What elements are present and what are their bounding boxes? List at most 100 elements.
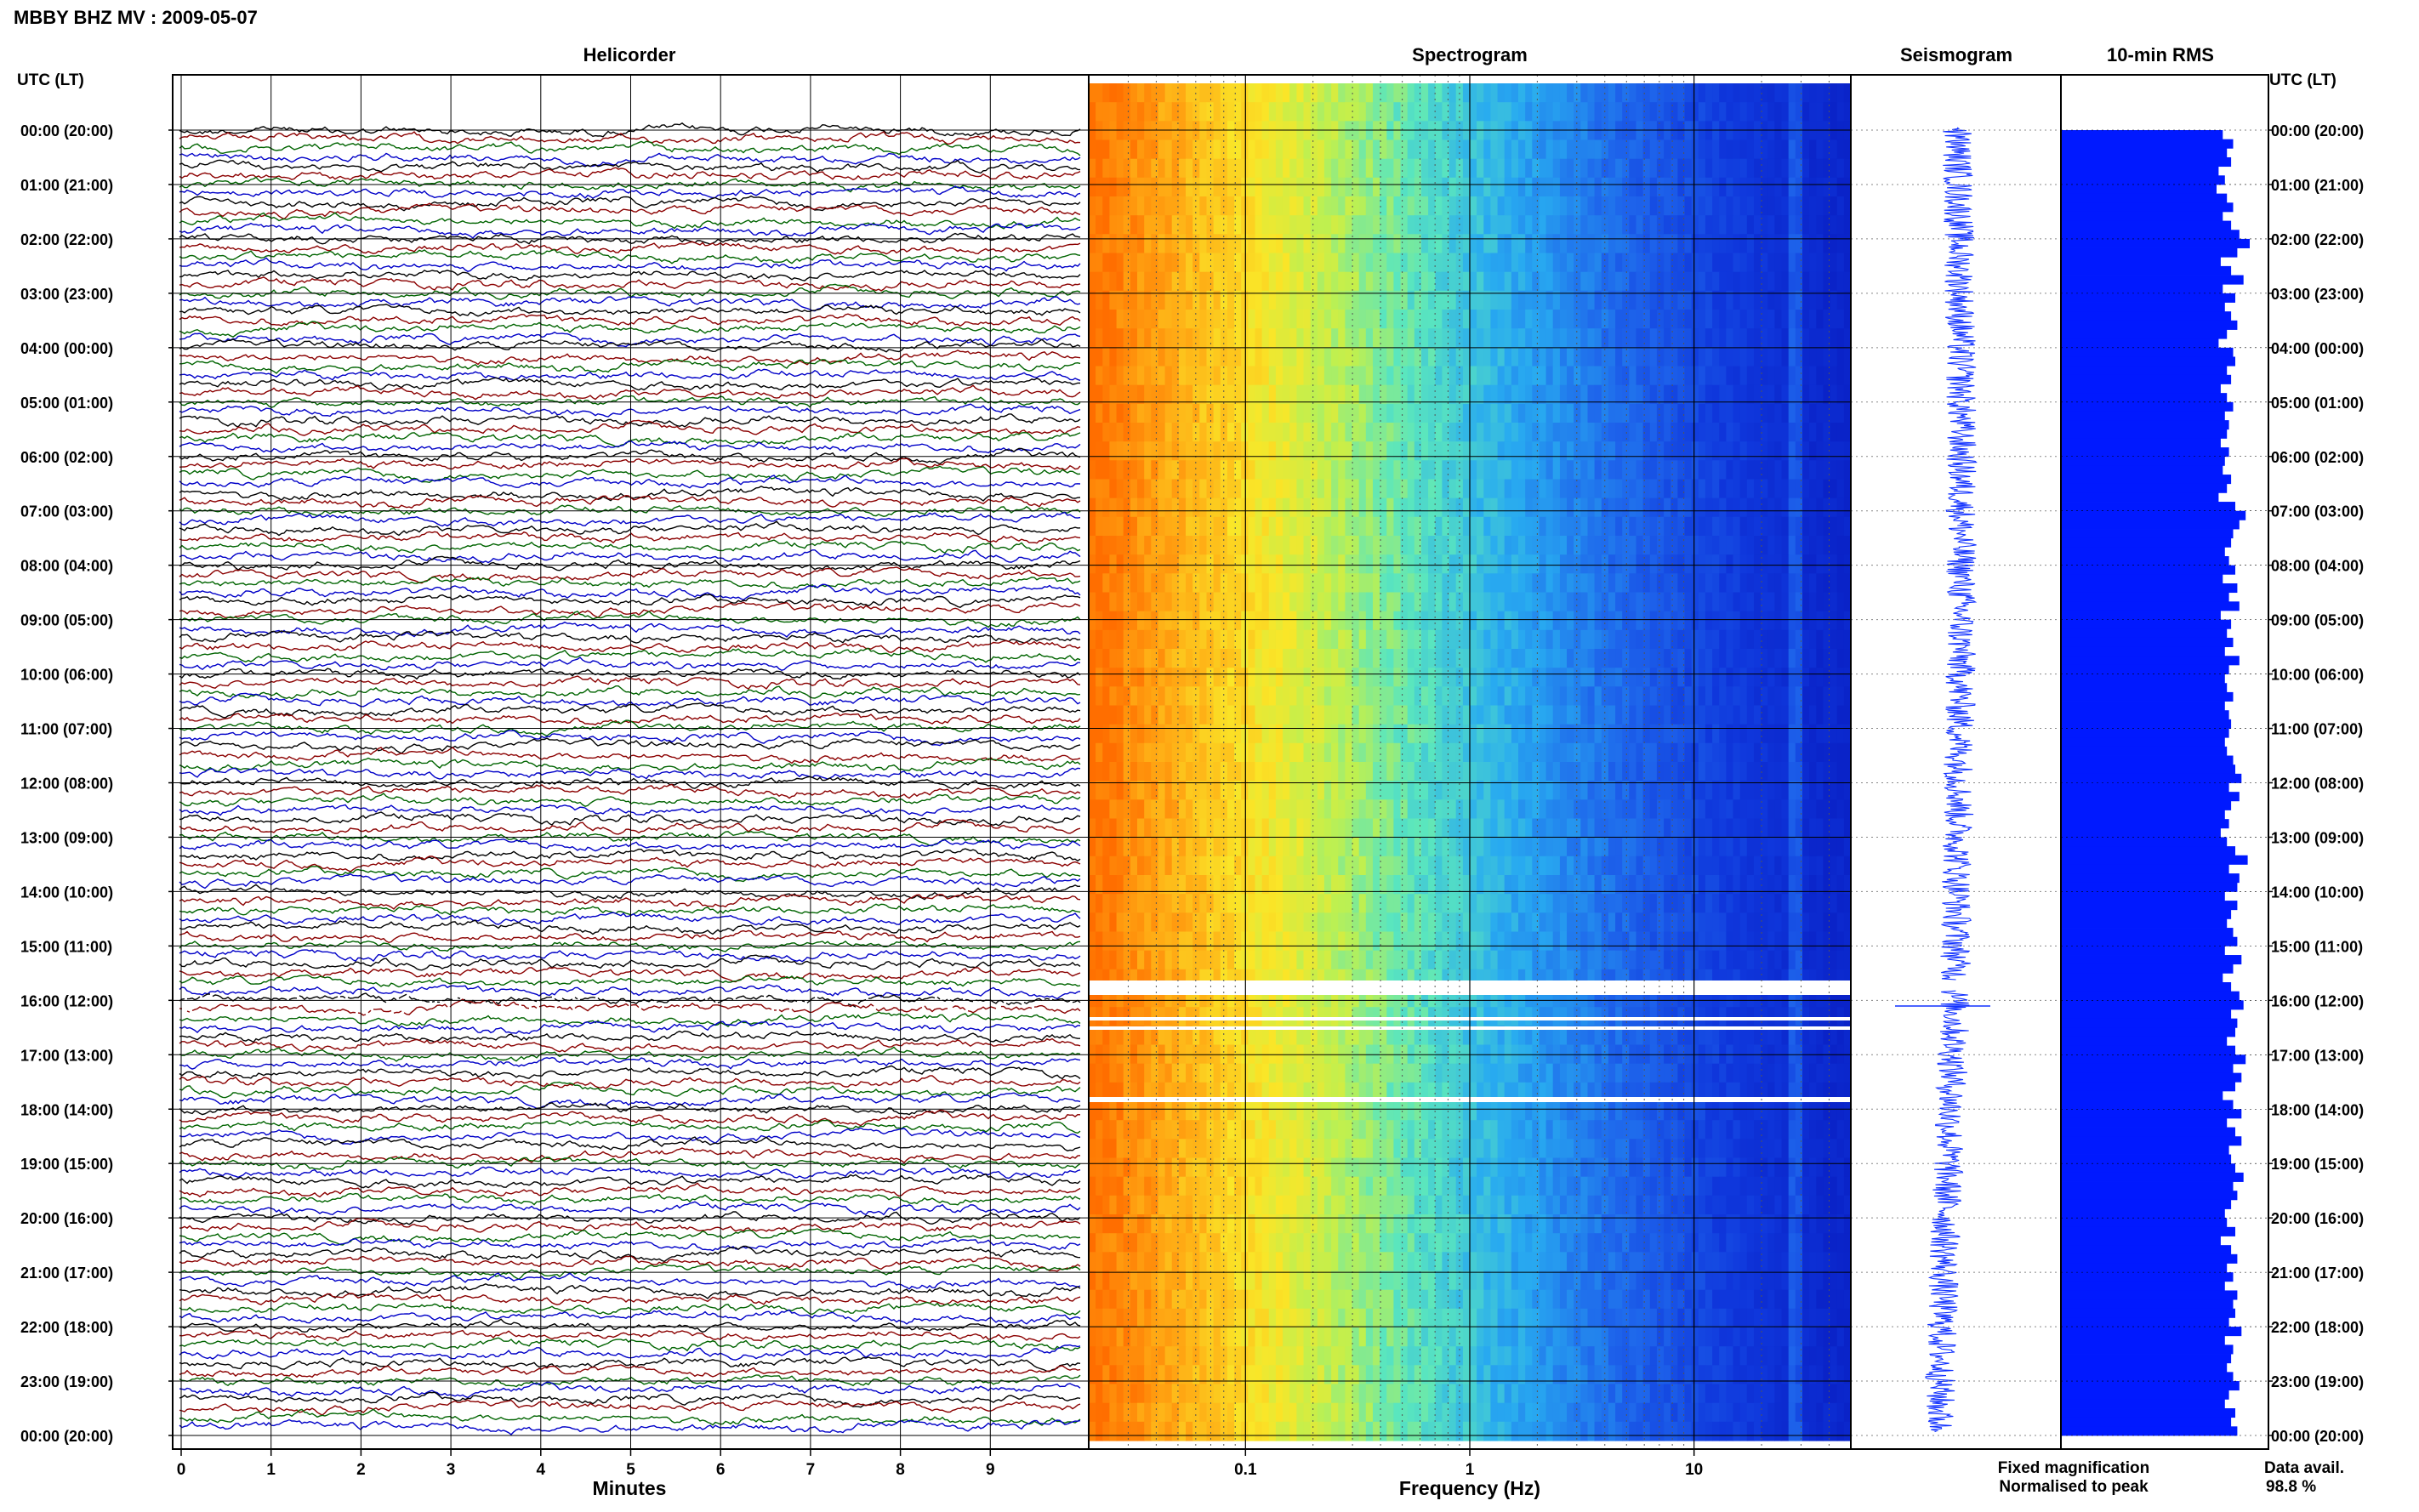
spectrogram-cell: [1102, 724, 1110, 744]
spectrogram-cell: [1158, 423, 1166, 442]
spectrogram-cell: [1830, 536, 1838, 555]
spectrogram-cell: [1178, 497, 1187, 518]
spectrogram-cell: [1594, 875, 1602, 895]
spectrogram-cell: [1525, 724, 1533, 744]
spectrogram-cell: [1615, 460, 1623, 480]
spectrogram-cell: [1199, 423, 1207, 442]
spectrogram-cell: [1615, 139, 1623, 160]
spectrogram-cell: [1352, 724, 1360, 744]
spectrogram-cell: [1656, 102, 1665, 122]
spectrogram-cell: [1310, 423, 1318, 442]
spectrogram-cell: [1338, 799, 1346, 820]
spectrogram-cell: [1116, 497, 1124, 518]
spectrogram-cell: [1164, 592, 1173, 612]
spectrogram-cell: [1781, 347, 1790, 367]
spectrogram-cell: [1462, 781, 1471, 800]
spectrogram-cell: [1421, 196, 1429, 216]
spectrogram-cell: [1518, 894, 1526, 913]
spectrogram-cell: [1109, 347, 1118, 367]
spectrogram-cell: [1213, 629, 1221, 650]
spectrogram-cell: [1449, 742, 1457, 763]
helicorder-trace: [179, 719, 1081, 737]
spectrogram-cell: [1255, 705, 1263, 725]
spectrogram-cell: [1511, 894, 1519, 913]
spectrogram-cell: [1622, 875, 1630, 895]
spectrogram-cell: [1698, 83, 1706, 103]
spectrogram-cell: [1767, 290, 1775, 310]
spectrogram-cell: [1373, 762, 1380, 782]
spectrogram-cell: [1130, 536, 1138, 555]
spectrogram-cell: [1636, 253, 1644, 273]
spectrogram-cell: [1691, 460, 1699, 480]
spectrogram-cell: [1587, 310, 1596, 329]
spectrogram-cell: [1338, 686, 1346, 707]
spectrogram-cell: [1671, 479, 1678, 499]
spectrogram-cell: [1365, 686, 1374, 707]
spectrogram-cell: [1096, 497, 1103, 518]
spectrogram-cell: [1414, 875, 1422, 895]
spectrogram-cell: [1552, 611, 1561, 631]
spectrogram-cell: [1608, 460, 1616, 480]
spectrogram-cell: [1642, 460, 1651, 480]
spectrogram-cell: [1739, 83, 1748, 103]
spectrogram-cell: [1761, 215, 1768, 235]
spectrogram-cell: [1477, 290, 1484, 310]
spectrogram-cell: [1691, 686, 1699, 707]
spectrogram-cell: [1504, 762, 1512, 782]
spectrogram-cell: [1386, 497, 1394, 518]
spectrogram-cell: [1802, 423, 1810, 442]
helicorder-trace: [179, 966, 1081, 983]
spectrogram-cell: [1705, 328, 1713, 348]
spectrogram-cell: [1345, 403, 1353, 423]
helicorder-trace: [179, 783, 1081, 799]
spectrogram-cell: [1774, 328, 1783, 348]
spectrogram-cell: [1761, 423, 1768, 442]
spectrogram-cell: [1192, 629, 1200, 650]
spectrogram-cell: [1220, 271, 1228, 292]
spectrogram-cell: [1261, 384, 1270, 405]
spectrogram-cell: [1144, 460, 1152, 480]
spectrogram-cell: [1580, 139, 1588, 160]
spectrogram-cell: [1255, 328, 1263, 348]
spectrogram-cell: [1227, 724, 1235, 744]
spectrogram-cell: [1754, 234, 1762, 254]
spectrogram-cell: [1352, 573, 1360, 594]
spectrogram-cell: [1698, 366, 1706, 386]
spectrogram-cell: [1698, 742, 1706, 763]
spectrogram-cell: [1255, 121, 1263, 141]
helicorder-trace: [179, 1217, 1081, 1233]
spectrogram-cell: [1123, 177, 1131, 197]
spectrogram-cell: [1283, 573, 1290, 594]
spectrogram-cell: [1636, 196, 1644, 216]
spectrogram-cell: [1380, 403, 1387, 423]
spectrogram-cell: [1171, 649, 1180, 668]
spectrogram-cell: [1323, 497, 1332, 518]
spectrogram-cell: [1580, 799, 1588, 820]
spectrogram-cell: [1380, 611, 1387, 631]
spectrogram-cell: [1746, 536, 1755, 555]
spectrogram-cell: [1836, 705, 1845, 725]
spectrogram-cell: [1518, 554, 1526, 574]
spectrogram-cell: [1830, 479, 1838, 499]
spectrogram-cell: [1795, 83, 1803, 103]
spectrogram-cell: [1733, 629, 1741, 650]
spectrogram-cell: [1407, 516, 1415, 537]
spectrogram-cell: [1102, 253, 1110, 273]
spectrogram-cell: [1289, 855, 1297, 876]
spectrogram-cell: [1199, 762, 1207, 782]
spectrogram-cell: [1726, 234, 1734, 254]
spectrogram-cell: [1712, 611, 1720, 631]
spectrogram-cell: [1455, 253, 1464, 273]
spectrogram-cell: [1470, 837, 1477, 857]
spectrogram-cell: [1705, 762, 1713, 782]
spectrogram-cell: [1719, 121, 1727, 141]
spectrogram-cell: [1283, 894, 1290, 913]
spectrogram-cell: [1102, 310, 1110, 329]
spectrogram-cell: [1206, 196, 1215, 216]
spectrogram-cell: [1490, 384, 1499, 405]
spectrogram-cell: [1642, 310, 1651, 329]
spectrogram-cell: [1144, 83, 1152, 103]
spectrogram-cell: [1545, 384, 1554, 405]
spectrogram-cell: [1664, 177, 1671, 197]
spectrogram-cell: [1684, 781, 1693, 800]
